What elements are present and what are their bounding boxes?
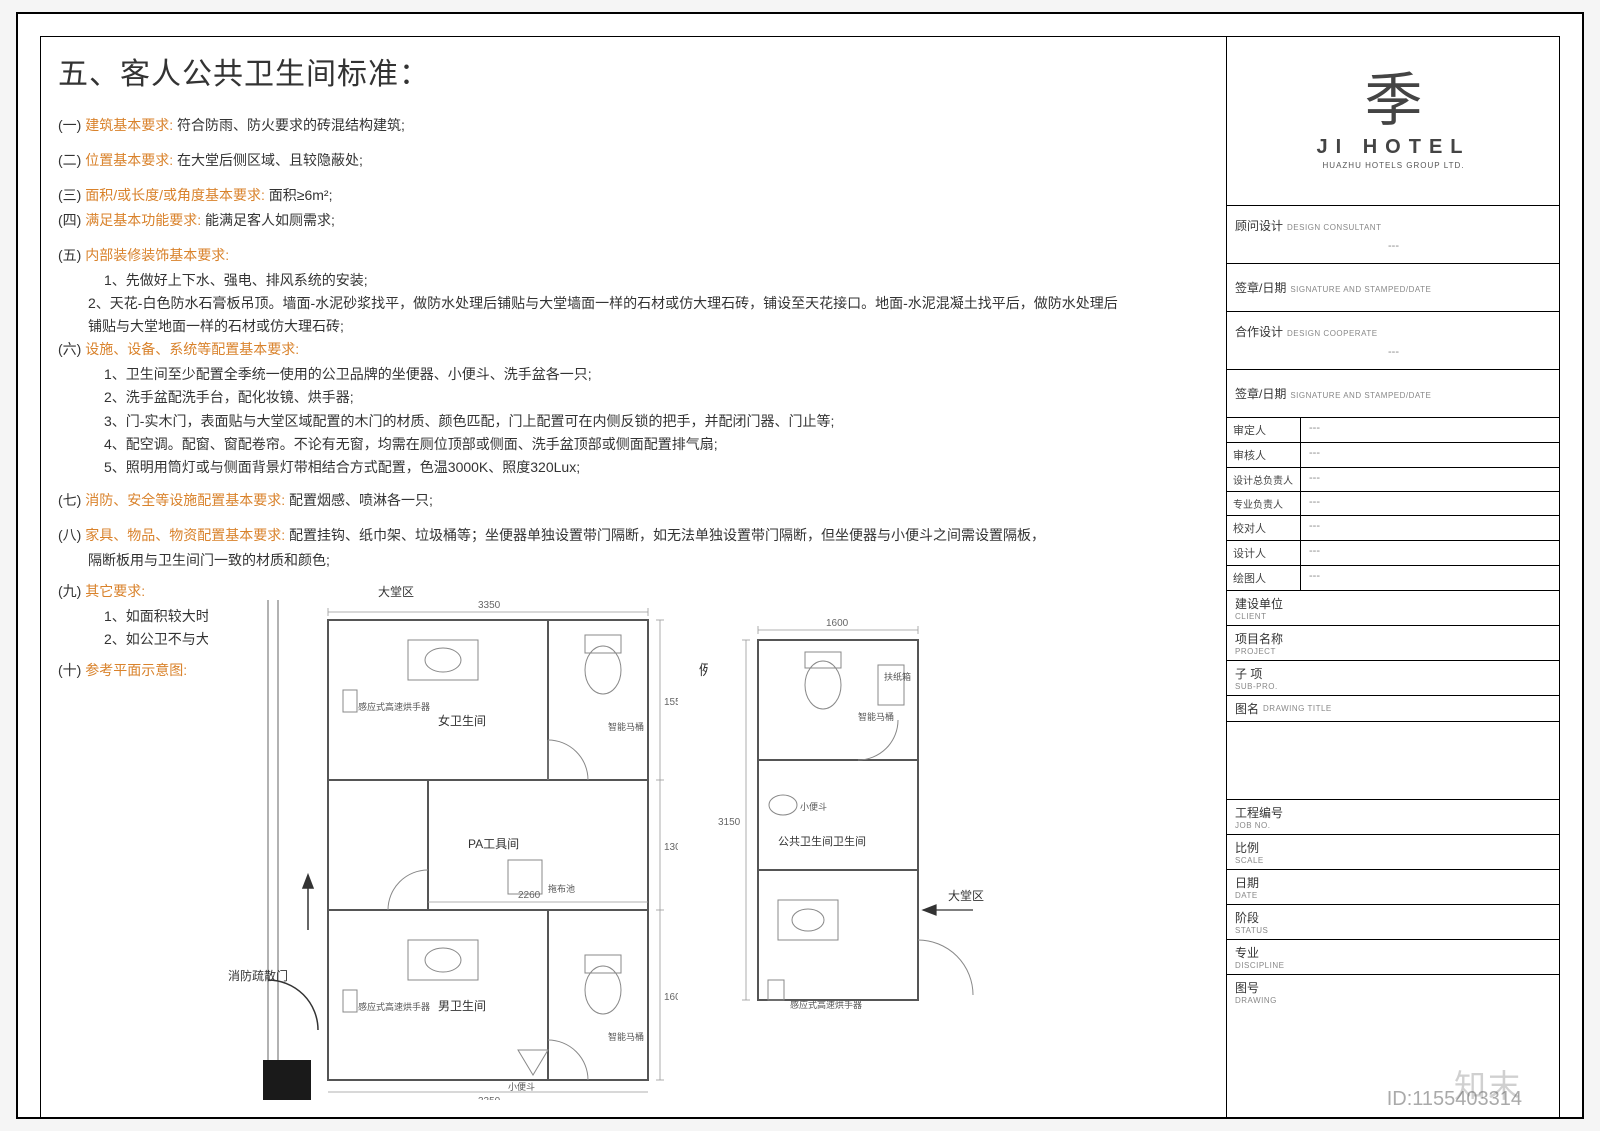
plan-shared: 扶纸箱 智能马桶 小便斗 公共卫生间卫生间 感应式高速烘手器 大堂区: [708, 610, 1008, 1040]
tb-title: 图名 DRAWING TITLE: [1227, 696, 1560, 722]
svg-text:感应式高速烘手器: 感应式高速烘手器: [358, 701, 430, 712]
sec-5-2: 2、天花-白色防水石膏板吊顶。墙面-水泥砂浆找平，做防水处理后铺贴与大堂墙面一样…: [58, 292, 1128, 338]
svg-text:2260: 2260: [518, 890, 541, 901]
tb-person-3: 专业负责人---: [1227, 492, 1560, 516]
tb-title-empty: [1227, 722, 1560, 800]
svg-text:PA工具间: PA工具间: [468, 837, 519, 851]
tb-status: 阶段 STATUS: [1227, 905, 1560, 940]
title-block: 季 JI HOTEL HUAZHU HOTELS GROUP LTD. 顾问设计…: [1226, 36, 1560, 1117]
svg-text:1300: 1300: [664, 842, 678, 853]
svg-text:智能马桶: 智能马桶: [608, 721, 644, 732]
tb-coop: 合作设计DESIGN COOPERATE ---: [1227, 312, 1560, 370]
tb-sig2: 签章/日期SIGNATURE AND STAMPED/DATE: [1227, 370, 1560, 418]
sec-6-3: 3、门-实木门，表面贴与大堂区域配置的木门的材质、颜色匹配，门上配置可在内侧反锁…: [58, 410, 1128, 433]
logo-glyph: 季: [1364, 72, 1422, 130]
svg-text:智能马桶: 智能马桶: [608, 1031, 644, 1042]
drawing-sheet: 五、客人公共卫生间标准： (一) 建筑基本要求: 符合防雨、防火要求的砖混结构建…: [16, 12, 1584, 1119]
tb-scale: 比例 SCALE: [1227, 835, 1560, 870]
tb-person-0: 审定人---: [1227, 418, 1560, 443]
svg-text:小便斗: 小便斗: [508, 1081, 535, 1092]
sec-5: (五) 内部装修装饰基本要求:: [58, 244, 1128, 267]
plan-separated: 大堂区: [208, 580, 678, 1100]
tb-disc: 专业 DISCIPLINE: [1227, 940, 1560, 975]
page-title: 五、客人公共卫生间标准：: [58, 50, 1128, 100]
sec-2: (二) 位置基本要求: 在大堂后侧区域、且较隐蔽处;: [58, 149, 1128, 172]
sec-6-2: 2、洗手盆配洗手台，配化妆镜、烘手器;: [58, 386, 1128, 409]
svg-text:感应式高速烘手器: 感应式高速烘手器: [790, 999, 862, 1010]
tb-person-5: 设计人---: [1227, 541, 1560, 566]
logo-sub: HUAZHU HOTELS GROUP LTD.: [1323, 161, 1465, 170]
sec-1: (一) 建筑基本要求: 符合防雨、防火要求的砖混结构建筑;: [58, 114, 1128, 137]
sec-8-cont: 隔断板用与卫生间门一致的材质和颜色;: [58, 549, 1128, 572]
logo-block: 季 JI HOTEL HUAZHU HOTELS GROUP LTD.: [1227, 36, 1560, 206]
tb-consultant: 顾问设计DESIGN CONSULTANT ---: [1227, 206, 1560, 264]
tb-person-2: 设计总负责人---: [1227, 468, 1560, 492]
svg-text:消防疏散门: 消防疏散门: [228, 968, 288, 983]
tb-client: 建设单位 CLIENT: [1227, 591, 1560, 626]
svg-text:3150: 3150: [718, 817, 741, 828]
svg-text:感应式高速烘手器: 感应式高速烘手器: [358, 1001, 430, 1012]
tb-jobno: 工程编号 JOB NO.: [1227, 800, 1560, 835]
tb-person-1: 审核人---: [1227, 443, 1560, 468]
tb-person-4: 校对人---: [1227, 516, 1560, 541]
sec-8: (八) 家具、物品、物资配置基本要求: 配置挂钩、纸巾架、垃圾桶等；坐便器单独设…: [58, 524, 1128, 547]
svg-text:3350: 3350: [478, 600, 501, 611]
tb-person-6: 绘图人---: [1227, 566, 1560, 591]
sec-3: (三) 面积/或长度/或角度基本要求: 面积≥6m²;: [58, 184, 1128, 207]
svg-text:1600: 1600: [826, 618, 849, 629]
sec-5-1: 1、先做好上下水、强电、排风系统的安装;: [58, 269, 1128, 292]
sec-7: (七) 消防、安全等设施配置基本要求: 配置烟感、喷淋各一只;: [58, 489, 1128, 512]
svg-text:大堂区: 大堂区: [948, 889, 984, 903]
tb-project: 项目名称 PROJECT: [1227, 626, 1560, 661]
svg-text:拖布池: 拖布池: [548, 883, 575, 894]
svg-text:3350: 3350: [478, 1096, 501, 1100]
sec-4: (四) 满足基本功能要求: 能满足客人如厕需求;: [58, 209, 1128, 232]
svg-text:男卫生间: 男卫生间: [438, 999, 486, 1013]
svg-text:扶纸箱: 扶纸箱: [884, 671, 911, 682]
tb-dwgno: 图号 DRAWING: [1227, 975, 1560, 1009]
svg-text:公共卫生间卫生间: 公共卫生间卫生间: [778, 834, 866, 848]
svg-text:女卫生间: 女卫生间: [438, 713, 486, 728]
tb-date: 日期 DATE: [1227, 870, 1560, 905]
sec-6: (六) 设施、设备、系统等配置基本要求:: [58, 338, 1128, 361]
tb-subpro: 子 项 SUB-PRO.: [1227, 661, 1560, 696]
logo-brand: JI HOTEL: [1316, 136, 1470, 159]
tb-sig1: 签章/日期SIGNATURE AND STAMPED/DATE: [1227, 264, 1560, 312]
svg-text:智能马桶: 智能马桶: [858, 711, 894, 722]
sec-6-5: 5、照明用筒灯或与侧面背景灯带相结合方式配置，色温3000K、照度320Lux;: [58, 456, 1128, 479]
svg-text:大堂区: 大堂区: [378, 585, 414, 599]
svg-text:1600: 1600: [664, 992, 678, 1003]
floor-plans: 大堂区: [208, 580, 1128, 1100]
sec-6-1: 1、卫生间至少配置全季统一使用的公卫品牌的坐便器、小便斗、洗手盆各一只;: [58, 363, 1128, 386]
svg-text:小便斗: 小便斗: [800, 801, 827, 812]
sec-6-4: 4、配空调。配窗、窗配卷帘。不论有无窗，均需在厕位顶部或侧面、洗手盆顶部或侧面配…: [58, 433, 1128, 456]
svg-text:1550: 1550: [664, 697, 678, 708]
id-mark: ID:1155403314: [1387, 1088, 1522, 1111]
